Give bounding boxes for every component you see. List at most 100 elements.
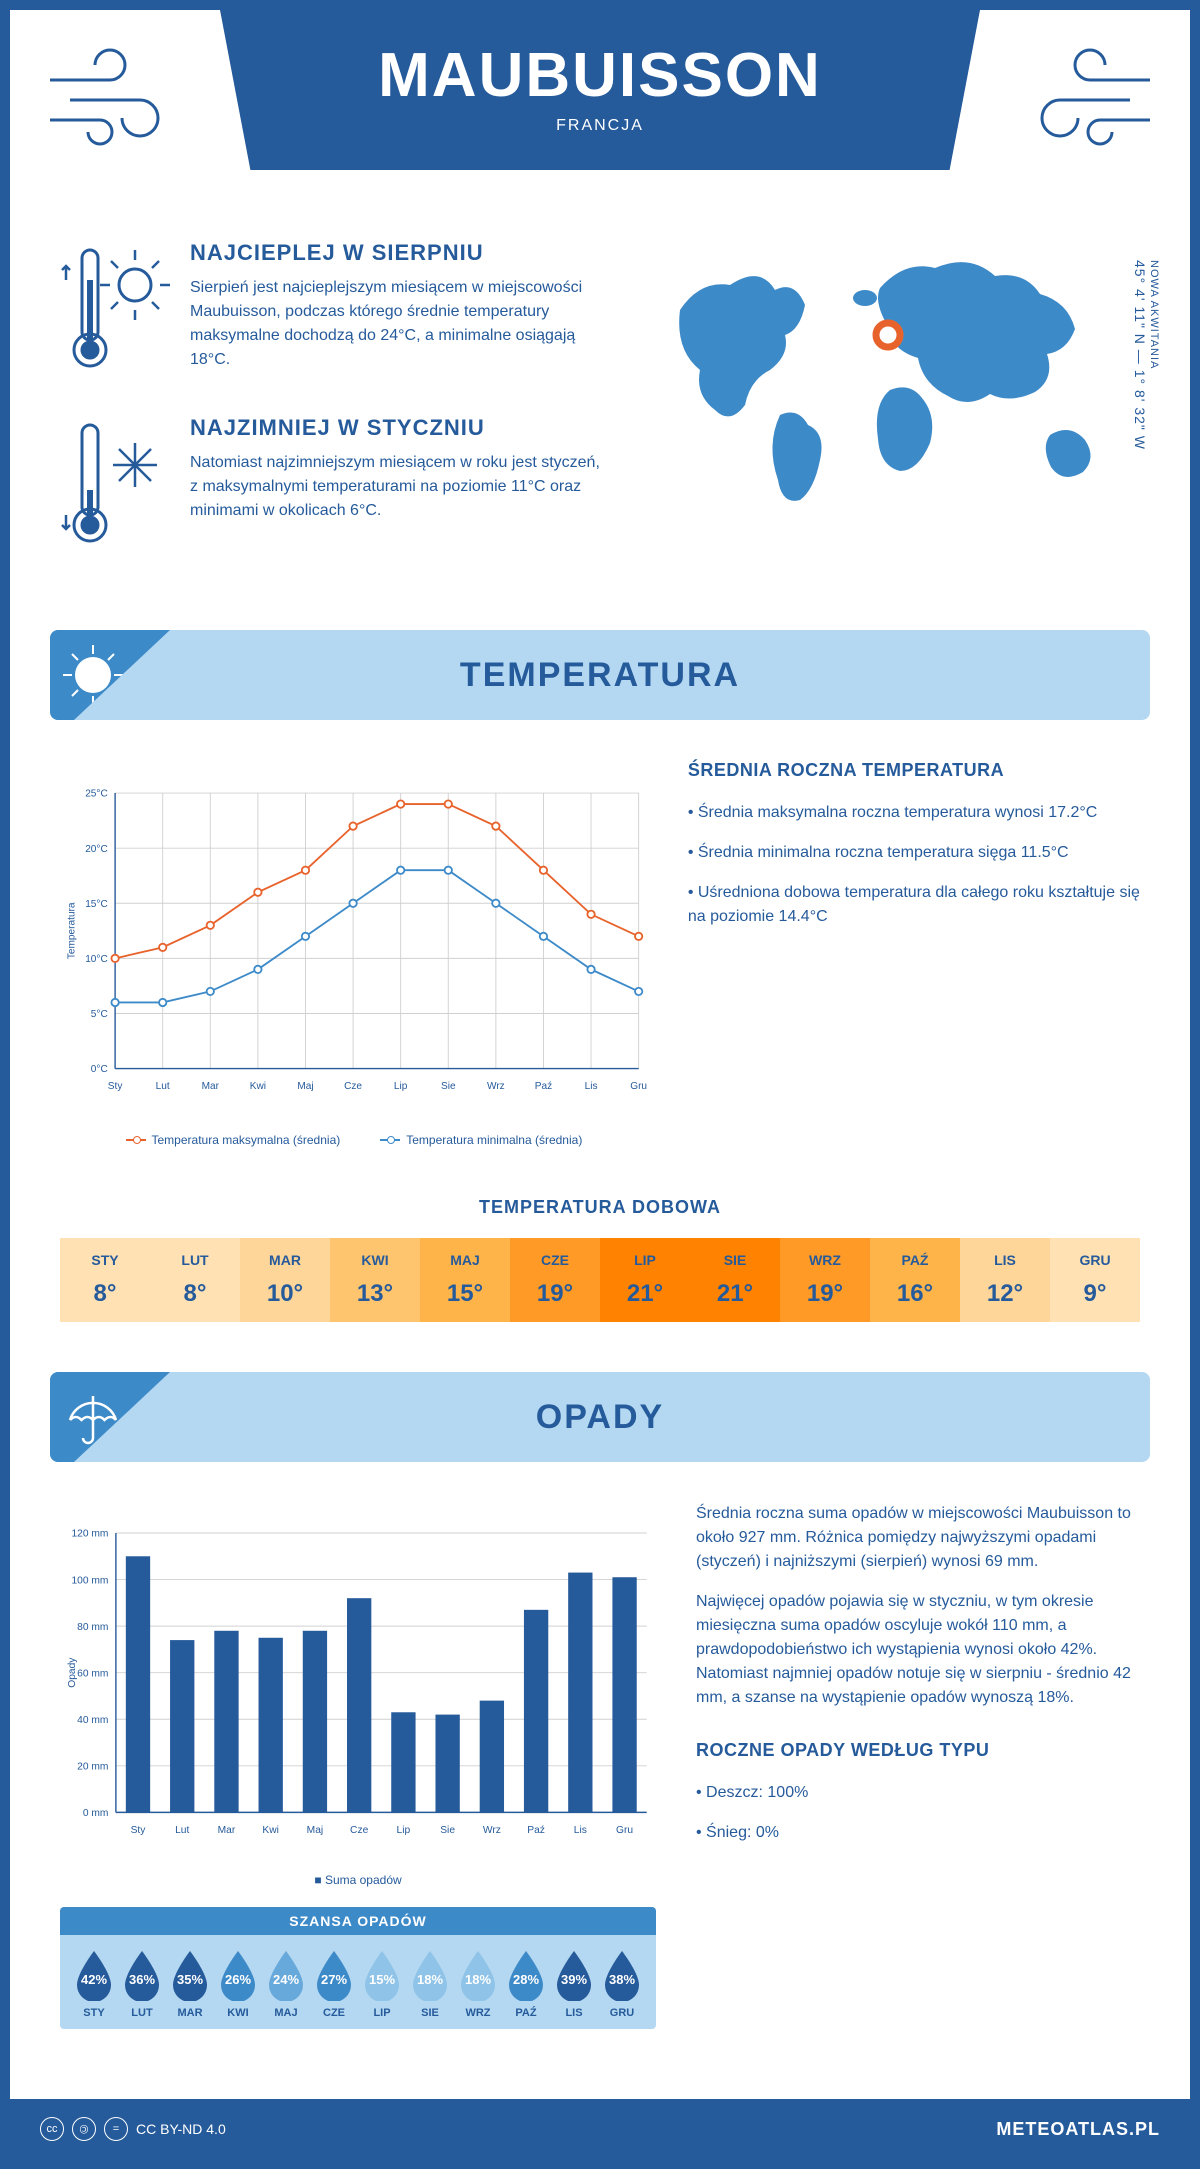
svg-text:20 mm: 20 mm: [77, 1762, 108, 1773]
intro-left: NAJCIEPLEJ W SIERPNIU Sierpień jest najc…: [60, 240, 610, 590]
svg-text:100 mm: 100 mm: [71, 1575, 108, 1586]
nd-icon: =: [104, 2117, 128, 2141]
thermometer-sun-icon: [60, 240, 170, 380]
svg-text:Wrz: Wrz: [487, 1081, 505, 1092]
precip-type-1: • Deszcz: 100%: [696, 1781, 1140, 1805]
legend-max: Temperatura maksymalna (średnia): [152, 1133, 341, 1147]
daily-col: MAJ 15°: [420, 1238, 510, 1322]
chance-drop: 26% KWI: [214, 1949, 262, 2019]
chance-drop: 27% CZE: [310, 1949, 358, 2019]
daily-title: TEMPERATURA DOBOWA: [10, 1197, 1190, 1218]
svg-text:Lip: Lip: [397, 1825, 411, 1836]
chance-title: SZANSA OPADÓW: [60, 1907, 656, 1935]
temperature-line-chart: 0°C5°C10°C15°C20°C25°CStyLutMarKwiMajCze…: [60, 760, 648, 1120]
svg-text:Kwi: Kwi: [262, 1825, 279, 1836]
section-title-precip: OPADY: [536, 1398, 664, 1437]
svg-text:Sty: Sty: [108, 1081, 124, 1092]
daily-col: LUT 8°: [150, 1238, 240, 1322]
svg-text:Cze: Cze: [350, 1825, 369, 1836]
by-icon: 🄯: [72, 2117, 96, 2141]
temperature-chart-box: 0°C5°C10°C15°C20°C25°CStyLutMarKwiMajCze…: [60, 760, 648, 1147]
precip-section: 0 mm20 mm40 mm60 mm80 mm100 mm120 mmOpad…: [10, 1462, 1190, 2049]
temperature-legend: Temperatura maksymalna (średnia) Tempera…: [60, 1133, 648, 1147]
precip-bar-chart: 0 mm20 mm40 mm60 mm80 mm100 mm120 mmOpad…: [60, 1502, 656, 1862]
daily-col: KWI 13°: [330, 1238, 420, 1322]
thermometer-snow-icon: [60, 415, 170, 555]
daily-col: WRZ 19°: [780, 1238, 870, 1322]
svg-text:15°C: 15°C: [85, 899, 108, 910]
svg-text:Paź: Paź: [535, 1081, 552, 1092]
chance-drop: 18% WRZ: [454, 1949, 502, 2019]
chance-box: SZANSA OPADÓW 42% STY 36% LUT 35% MAR 26…: [60, 1907, 656, 2029]
chance-drop: 38% GRU: [598, 1949, 646, 2019]
header: MAUBUISSON FRANCJA: [10, 10, 1190, 230]
precip-note-2: Najwięcej opadów pojawia się w styczniu,…: [696, 1590, 1140, 1710]
chance-drop: 28% PAŹ: [502, 1949, 550, 2019]
svg-text:Sie: Sie: [441, 1081, 456, 1092]
svg-text:Gru: Gru: [630, 1081, 647, 1092]
svg-text:Maj: Maj: [307, 1825, 323, 1836]
section-title-temperature: TEMPERATURA: [460, 656, 740, 695]
svg-text:Lis: Lis: [585, 1081, 598, 1092]
precip-legend: ■ Suma opadów: [60, 1873, 656, 1887]
precip-type-title: ROCZNE OPADY WEDŁUG TYPU: [696, 1740, 1140, 1761]
svg-text:20°C: 20°C: [85, 844, 108, 855]
daily-col: CZE 19°: [510, 1238, 600, 1322]
svg-text:0°C: 0°C: [91, 1064, 108, 1075]
chance-drop: 42% STY: [70, 1949, 118, 2019]
daily-col: GRU 9°: [1050, 1238, 1140, 1322]
wind-icon-left: [40, 40, 180, 160]
temperature-section: 0°C5°C10°C15°C20°C25°CStyLutMarKwiMajCze…: [10, 720, 1190, 1177]
cold-block: NAJZIMNIEJ W STYCZNIU Natomiast najzimni…: [60, 415, 610, 555]
chance-body: 42% STY 36% LUT 35% MAR 26% KWI: [60, 1935, 656, 2029]
precip-note-1: Średnia roczna suma opadów w miejscowośc…: [696, 1502, 1140, 1574]
region-label: NOWA AKWITANIA: [1148, 260, 1160, 442]
svg-text:5°C: 5°C: [91, 1009, 108, 1020]
chance-drop: 24% MAJ: [262, 1949, 310, 2019]
svg-text:80 mm: 80 mm: [77, 1622, 108, 1633]
daily-col: MAR 10°: [240, 1238, 330, 1322]
hot-block: NAJCIEPLEJ W SIERPNIU Sierpień jest najc…: [60, 240, 610, 380]
chance-drop: 36% LUT: [118, 1949, 166, 2019]
temperature-notes: ŚREDNIA ROCZNA TEMPERATURA • Średnia mak…: [688, 760, 1140, 1147]
svg-text:Paź: Paź: [527, 1825, 545, 1836]
temp-note-1: • Średnia maksymalna roczna temperatura …: [688, 801, 1140, 825]
temp-note-2: • Średnia minimalna roczna temperatura s…: [688, 841, 1140, 865]
intro-row: NAJCIEPLEJ W SIERPNIU Sierpień jest najc…: [10, 230, 1190, 630]
intro-right: NOWA AKWITANIA 45° 4' 11" N — 1° 8' 32" …: [640, 240, 1140, 590]
chance-drop: 39% LIS: [550, 1949, 598, 2019]
temp-notes-title: ŚREDNIA ROCZNA TEMPERATURA: [688, 760, 1140, 781]
svg-text:Cze: Cze: [344, 1081, 362, 1092]
chance-drop: 35% MAR: [166, 1949, 214, 2019]
svg-text:Wrz: Wrz: [483, 1825, 501, 1836]
temp-note-3: • Uśredniona dobowa temperatura dla całe…: [688, 881, 1140, 929]
wind-icon-right: [1020, 40, 1160, 160]
precip-chart-box: 0 mm20 mm40 mm60 mm80 mm100 mm120 mmOpad…: [60, 1502, 656, 2029]
svg-text:Sty: Sty: [131, 1825, 147, 1836]
svg-text:120 mm: 120 mm: [71, 1529, 108, 1540]
svg-text:25°C: 25°C: [85, 789, 108, 800]
coords: NOWA AKWITANIA 45° 4' 11" N — 1° 8' 32" …: [1132, 260, 1160, 450]
svg-text:Mar: Mar: [218, 1825, 236, 1836]
sun-icon: [58, 640, 128, 710]
chance-drop: 15% LIP: [358, 1949, 406, 2019]
chance-drop: 18% SIE: [406, 1949, 454, 2019]
cc-icon: cc: [40, 2117, 64, 2141]
page: MAUBUISSON FRANCJA: [10, 10, 1190, 2159]
svg-text:Temperatura: Temperatura: [67, 902, 78, 959]
svg-text:Gru: Gru: [616, 1825, 633, 1836]
svg-text:Opady: Opady: [67, 1657, 78, 1688]
svg-text:Mar: Mar: [202, 1081, 220, 1092]
daily-table: STY 8° LUT 8° MAR 10° KWI 13° MAJ 15° CZ…: [60, 1238, 1140, 1322]
footer: cc 🄯 = CC BY-ND 4.0 METEOATLAS.PL: [10, 2099, 1190, 2159]
page-title: MAUBUISSON: [220, 40, 980, 111]
license-text: CC BY-ND 4.0: [136, 2121, 226, 2137]
umbrella-icon: [58, 1382, 128, 1452]
svg-text:10°C: 10°C: [85, 954, 108, 965]
svg-text:Lut: Lut: [175, 1825, 189, 1836]
footer-license: cc 🄯 = CC BY-ND 4.0: [40, 2117, 226, 2141]
daily-col: STY 8°: [60, 1238, 150, 1322]
precip-type-2: • Śnieg: 0%: [696, 1821, 1140, 1845]
section-head-precip: OPADY: [50, 1372, 1150, 1462]
footer-brand: METEOATLAS.PL: [996, 2119, 1160, 2140]
